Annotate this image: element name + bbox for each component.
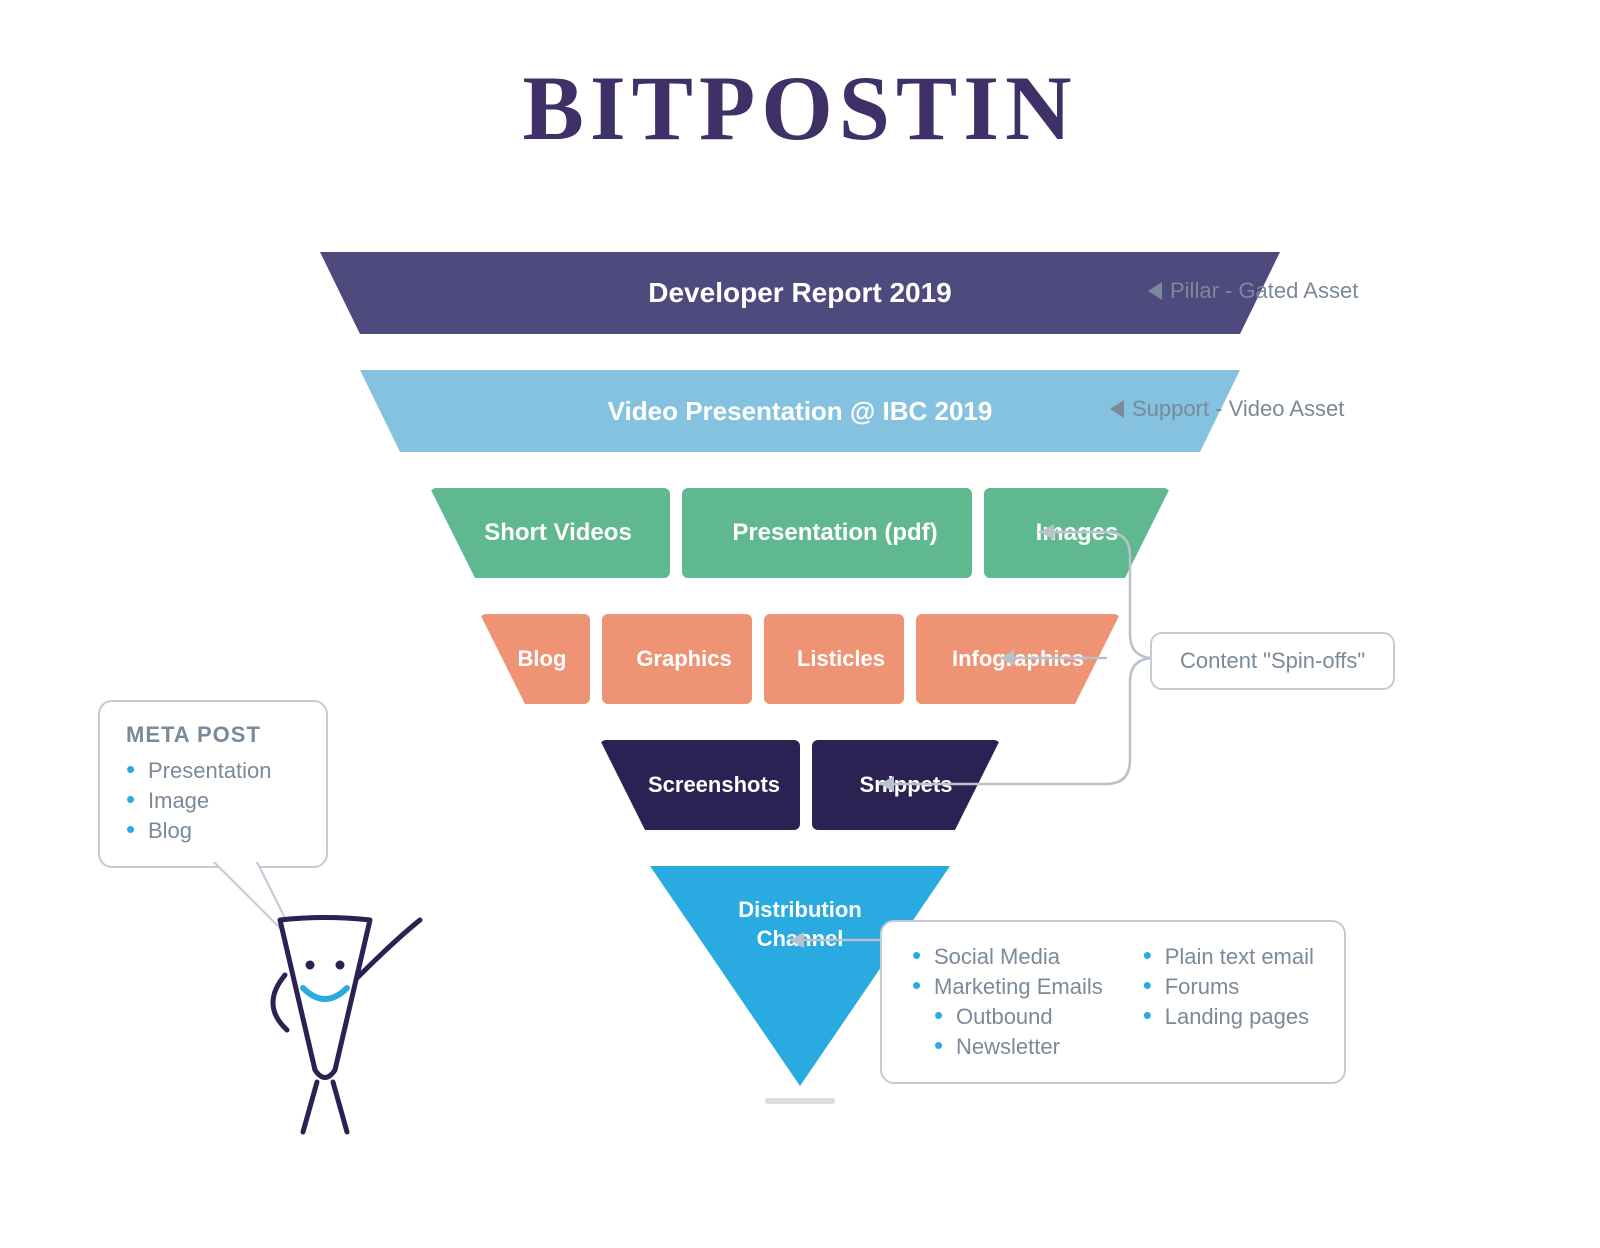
meta-item: Blog bbox=[126, 816, 300, 846]
funnel-label-pillar: Developer Report 2019 bbox=[320, 252, 1280, 334]
meta-item: Image bbox=[126, 786, 300, 816]
seg-snippets: Snippets bbox=[826, 740, 986, 830]
chevron-left-icon bbox=[1148, 282, 1162, 300]
chevron-left-icon bbox=[1110, 400, 1124, 418]
callout-support: Support - Video Asset bbox=[1110, 396, 1344, 422]
funnel-label-support: Video Presentation @ IBC 2019 bbox=[360, 370, 1240, 452]
seg-images: Images bbox=[992, 488, 1162, 578]
callout-pillar: Pillar - Gated Asset bbox=[1148, 278, 1358, 304]
seg-graphics: Graphics bbox=[609, 614, 759, 704]
funnel-level-spin1: Short Videos Presentation (pdf) Images bbox=[430, 488, 1170, 578]
distribution-col1: Social Media Marketing Emails Outbound N… bbox=[912, 942, 1103, 1062]
meta-item: Presentation bbox=[126, 756, 300, 786]
meta-post-box: META POST Presentation Image Blog bbox=[98, 700, 328, 868]
seg-short-videos: Short Videos bbox=[438, 488, 678, 578]
seg-presentation-pdf: Presentation (pdf) bbox=[690, 488, 980, 578]
seg-screenshots: Screenshots bbox=[614, 740, 814, 830]
seg-blog: Blog bbox=[487, 614, 597, 704]
distribution-col2: Plain text email Forums Landing pages bbox=[1143, 942, 1314, 1062]
seg-infographics: Infographics bbox=[923, 614, 1113, 704]
funnel-level-support: Video Presentation @ IBC 2019 bbox=[360, 370, 1240, 452]
seg-listicles: Listicles bbox=[771, 614, 911, 704]
spinoff-label-box: Content "Spin-offs" bbox=[1150, 632, 1395, 690]
distribution-box: Social Media Marketing Emails Outbound N… bbox=[880, 920, 1346, 1084]
funnel-level-pillar: Developer Report 2019 bbox=[320, 252, 1280, 334]
page-title: BITPOSTIN bbox=[522, 55, 1077, 161]
funnel-level-spin3: Screenshots Snippets bbox=[600, 740, 1000, 830]
meta-post-title: META POST bbox=[126, 722, 300, 748]
funnel-tip-shadow bbox=[765, 1098, 835, 1104]
character-icon bbox=[225, 910, 445, 1140]
funnel-level-spin2: Blog Graphics Listicles Infographics bbox=[480, 614, 1120, 704]
